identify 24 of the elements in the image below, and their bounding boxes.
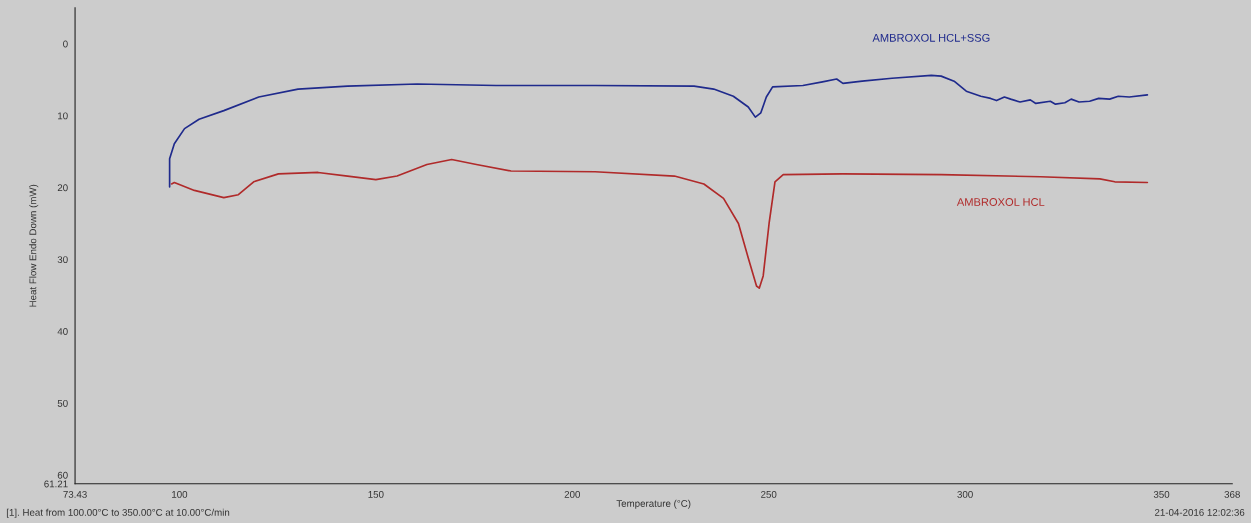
x-tick-label: 150 xyxy=(368,490,384,498)
x-tick-label: 350 xyxy=(1153,490,1170,498)
y-tick-label: 30 xyxy=(57,256,68,264)
x-tick-label: 73.43 xyxy=(63,490,87,498)
series-label: AMBROXOL HCL xyxy=(956,198,1045,206)
x-tick-label: 250 xyxy=(761,490,777,498)
y-tick-label: 50 xyxy=(57,399,68,407)
y-tick-label: 0 xyxy=(63,40,68,48)
y-tick-label: 60 xyxy=(57,471,68,479)
x-tick-label: 368 xyxy=(1224,490,1240,498)
text: 21-04-2016 12:02:36 xyxy=(1154,508,1245,516)
x-tick-label: 100 xyxy=(172,490,188,498)
x-tick-label: 200 xyxy=(564,490,580,498)
y-tick-label: 40 xyxy=(57,328,68,335)
line-series xyxy=(168,74,1149,188)
text: [1]. Heat from 100.00°C to 350.00°C at 10.00°C/min xyxy=(6,508,230,518)
y-tick-label: 61.21 xyxy=(44,480,68,488)
x-axis-title: Temperature (°C) xyxy=(616,499,691,509)
x-tick-label: 300 xyxy=(957,490,973,498)
text: AMBROXOL HCL+SSG xyxy=(872,33,990,42)
y-axis-title: Heat Flow Endo Down (mW) xyxy=(29,184,39,307)
line-series xyxy=(170,158,1149,290)
y-tick-label: 20 xyxy=(57,184,68,192)
y-tick-label: 10 xyxy=(58,112,68,120)
